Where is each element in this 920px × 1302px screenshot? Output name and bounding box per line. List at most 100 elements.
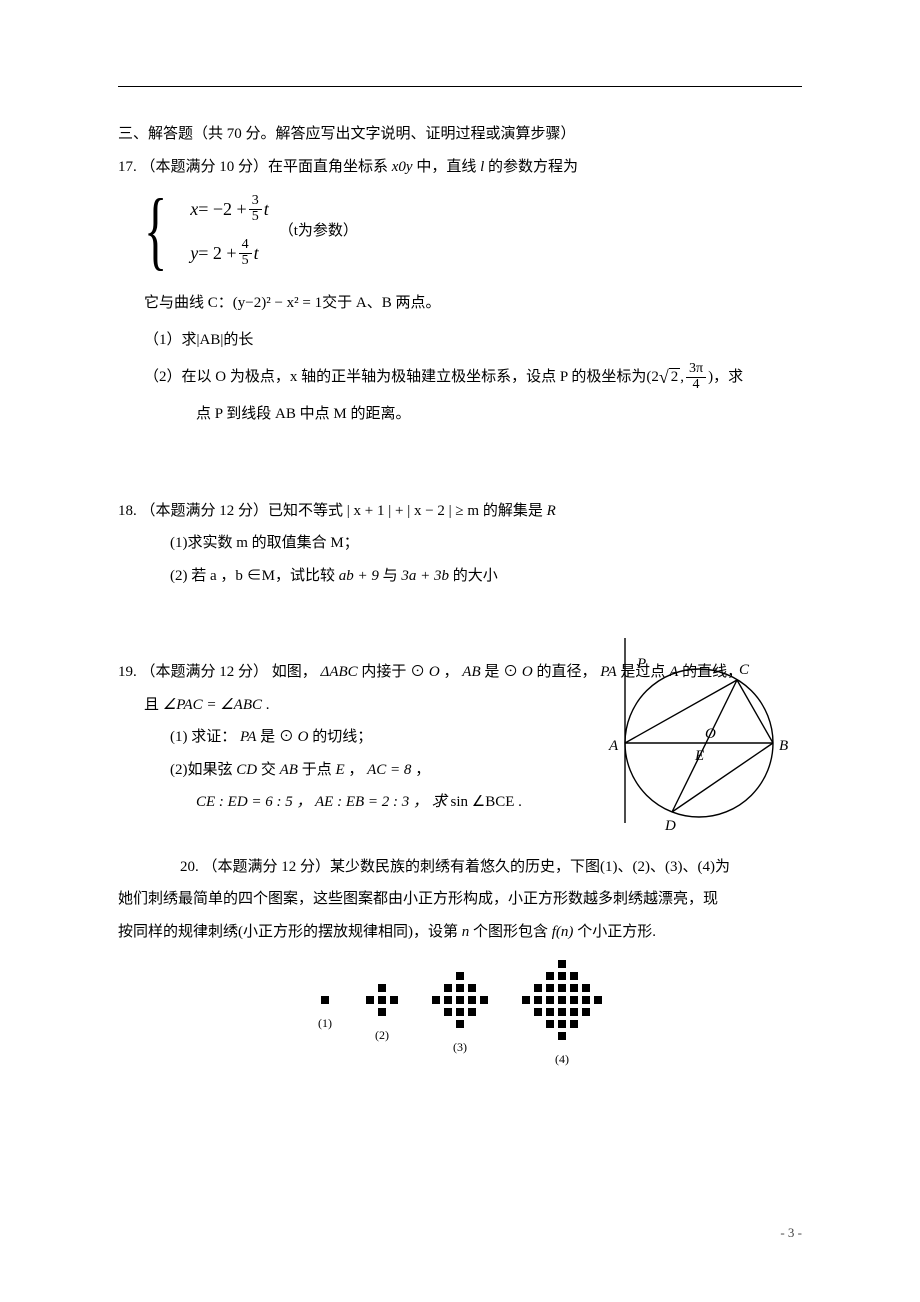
q17-after-l: 的参数方程为 xyxy=(488,159,578,175)
pattern-cell xyxy=(594,1032,602,1040)
q20-l3a: 按同样的规律刺绣(小正方形的摆放规律相同)，设第 xyxy=(118,924,462,940)
q19-sub2-c: 于点 xyxy=(302,762,336,778)
page-number: - 3 - xyxy=(780,1221,802,1246)
q19-figure: P C A O B E D xyxy=(587,638,812,858)
q18-sub2-a: (2) 若 a ，b ∈M，试比较 xyxy=(170,568,339,584)
pattern-1: (1) xyxy=(318,996,332,1035)
q17-sub2-tail: ，求 xyxy=(713,363,743,392)
pattern-cell xyxy=(456,996,464,1004)
q17-sub2-a: （2）在以 O 为极点，x 轴的正半轴为极轴建立极坐标系，设点 P 的极坐标为 xyxy=(144,363,646,392)
pattern-cell xyxy=(546,960,554,968)
q19-line2-b: . xyxy=(266,697,270,713)
q19-E: E xyxy=(335,762,344,778)
label-P: P xyxy=(636,656,646,672)
pattern-cell xyxy=(594,996,602,1004)
q17-stem-a: 17. （本题满分 10 分）在平面直角坐标系 xyxy=(118,159,392,175)
pattern-cell xyxy=(558,984,566,992)
pw-note: （t为参数） xyxy=(279,217,358,246)
pattern-cell xyxy=(594,1020,602,1028)
pattern-cell xyxy=(558,996,566,1004)
pattern-1-grid xyxy=(321,996,329,1004)
q19-sub1-b: 是 ⊙ xyxy=(260,729,294,745)
q18-sub2-mid: 与 xyxy=(383,568,402,584)
pattern-cell xyxy=(480,1020,488,1028)
q17-xoy: x0y xyxy=(392,159,413,175)
q19-O2: O xyxy=(522,664,533,680)
q17-curve: 它与曲线 C： (y−2)² − x² = 1 交于 A、B 两点。 xyxy=(118,289,440,318)
pw-y-frac: 4 5 xyxy=(239,238,252,268)
label-C: C xyxy=(739,662,750,678)
pw-y-num: 4 xyxy=(239,238,252,254)
pattern-cell xyxy=(558,972,566,980)
page-content: 三、解答题（共 70 分。解答应写出文字说明、证明过程或演算步骤） 17. （本… xyxy=(118,120,802,1071)
q20-fn: f(n) xyxy=(552,924,574,940)
pattern-cell xyxy=(534,960,542,968)
pattern-cell xyxy=(366,996,374,1004)
q19-sub2-e: ， xyxy=(415,762,430,778)
q17-sub1: （1）求|AB|的长 xyxy=(118,326,802,355)
header-rule xyxy=(118,86,802,87)
q17-piecewise: { x = −2 + 3 5 t y = 2 + 4 5 xyxy=(118,187,802,275)
q19-sub1-a: (1) 求证： xyxy=(170,729,236,745)
pattern-2-grid xyxy=(366,984,398,1016)
q17-stem-tail: 中，直线 xyxy=(416,159,480,175)
label-E: E xyxy=(694,748,704,764)
pattern-4: (4) xyxy=(522,960,602,1071)
q19-block: 19. （本题满分 12 分） 如图， ΔABC 内接于 ⊙ O ， AB 是 … xyxy=(118,658,802,817)
pw-y-eq: = 2 + xyxy=(198,236,236,270)
q17-curve-a: 它与曲线 C： xyxy=(144,289,233,318)
q18-stem-b: 的解集是 xyxy=(483,503,547,519)
pattern-cell xyxy=(444,972,452,980)
circle-diagram-icon: P C A O B E D xyxy=(587,638,812,858)
q17-frac-num: 3π xyxy=(686,362,706,378)
pattern-cell xyxy=(582,1032,590,1040)
q19-AB2: AB xyxy=(280,762,298,778)
pattern-cell xyxy=(582,984,590,992)
pattern-cell xyxy=(444,996,452,1004)
pattern-cell xyxy=(378,984,386,992)
q19-sub1-O: O xyxy=(298,729,309,745)
pattern-cell xyxy=(546,1032,554,1040)
pattern-cell xyxy=(570,960,578,968)
q20-l3b: 个图形包含 xyxy=(473,924,552,940)
pattern-cell xyxy=(390,1008,398,1016)
q20-n: n xyxy=(462,924,470,940)
q17-curve-expr: (y−2)² − x² = 1 xyxy=(233,289,322,318)
pw-x-t: t xyxy=(264,192,269,226)
q18-stem-a: 18. （本题满分 12 分）已知不等式 xyxy=(118,503,343,519)
q19-sub2-a: (2)如果弦 xyxy=(170,762,236,778)
pattern-cell xyxy=(432,996,440,1004)
pattern-cell xyxy=(468,1008,476,1016)
pw-x-eq: = −2 + xyxy=(198,192,246,226)
pattern-cell xyxy=(582,1008,590,1016)
pattern-cell xyxy=(534,984,542,992)
pattern-cell xyxy=(582,960,590,968)
q18-sub1: (1)求实数 m 的取值集合 M； xyxy=(118,529,802,558)
q17-stem: 17. （本题满分 10 分）在平面直角坐标系 x0y 中，直线 l 的参数方程… xyxy=(118,153,802,182)
pattern-cell xyxy=(570,984,578,992)
pattern-cell xyxy=(456,972,464,980)
q17-curve-b: 交于 A、B 两点。 xyxy=(322,289,440,318)
pattern-cell xyxy=(546,972,554,980)
pattern-cell xyxy=(366,984,374,992)
exam-page: 三、解答题（共 70 分。解答应写出文字说明、证明过程或演算步骤） 17. （本… xyxy=(0,0,920,1302)
q17-sqrt: √ 2 xyxy=(659,368,680,386)
piecewise-rows: x = −2 + 3 5 t y = 2 + 4 5 t xyxy=(190,187,268,275)
q18-stem: 18. （本题满分 12 分）已知不等式 | x + 1 | + | x − 2… xyxy=(118,497,802,526)
pattern-cell xyxy=(558,1008,566,1016)
pattern-cell xyxy=(522,1020,530,1028)
pw-x-den: 5 xyxy=(249,210,262,225)
pattern-cell xyxy=(480,1008,488,1016)
label-B: B xyxy=(779,738,788,754)
pattern-cell xyxy=(570,1032,578,1040)
pattern-4-grid xyxy=(522,960,602,1040)
pattern-cell xyxy=(522,1032,530,1040)
pattern-cell xyxy=(456,1008,464,1016)
q18-expr2: 3a + 3b xyxy=(401,568,449,584)
q19-sub2-d: ， xyxy=(348,762,367,778)
pattern-cell xyxy=(366,1008,374,1016)
pattern-cell xyxy=(432,972,440,980)
pattern-cell xyxy=(378,1008,386,1016)
pw-y-lhs: y xyxy=(190,236,198,270)
q19-ang: ∠PAC = ∠ABC xyxy=(163,697,262,713)
